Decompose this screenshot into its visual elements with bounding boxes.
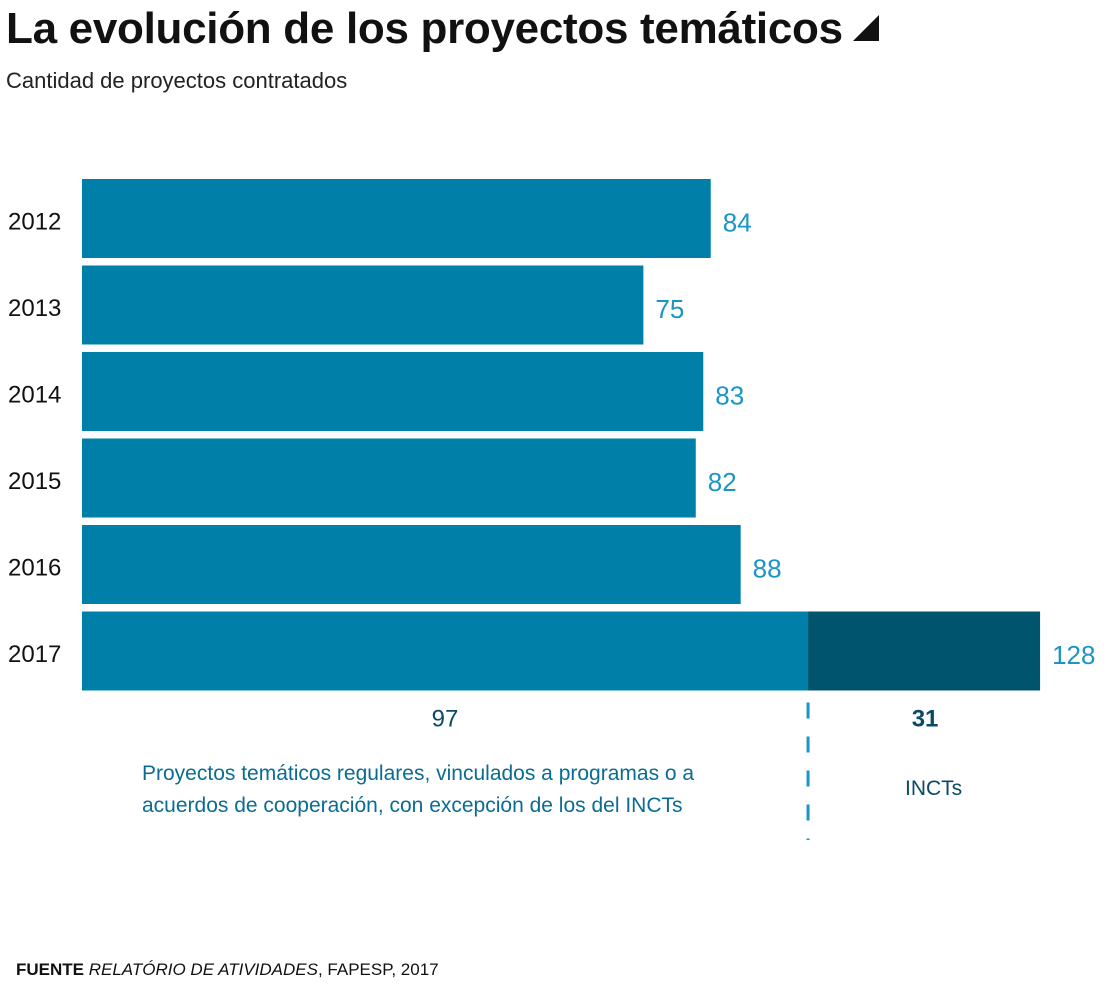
- total-value-label: 82: [708, 467, 737, 497]
- bar-chart: 2012 84 2013 75 2014 83 2015 82 2016 88 2017 128 97 3…: [8, 179, 1095, 840]
- year-label: 2017: [8, 641, 61, 668]
- bar-incts: [808, 611, 1041, 691]
- total-value-label: 84: [723, 208, 752, 238]
- total-value-label: 75: [655, 294, 684, 324]
- total-value-label: 128: [1052, 640, 1095, 670]
- bar-regular: [82, 525, 741, 604]
- year-label: 2014: [8, 382, 61, 409]
- year-label: 2015: [8, 468, 61, 495]
- source-title: RELATÓRIO DE ATIVIDADES: [88, 960, 318, 979]
- source-label: FUENTE: [16, 960, 84, 979]
- bar-regular: [82, 352, 704, 431]
- bar-regular: [82, 611, 809, 691]
- regular-segment-label: 97: [432, 706, 459, 733]
- year-label: 2013: [8, 295, 61, 322]
- total-value-label: 83: [715, 381, 744, 411]
- chart-subtitle: Cantidad de proyectos contratados: [6, 68, 348, 93]
- triangle-corner-icon: [852, 15, 879, 41]
- incts-segment-label: 31: [912, 706, 939, 733]
- chart-title: La evolución de los proyectos temáticos: [6, 4, 879, 54]
- bar-regular: [82, 265, 644, 345]
- bar-regular: [82, 179, 711, 258]
- year-label: 2012: [8, 209, 61, 236]
- year-label: 2016: [8, 555, 61, 582]
- source-note: FUENTE RELATÓRIO DE ATIVIDADES, FAPESP, …: [16, 960, 439, 980]
- bar-regular: [82, 438, 696, 518]
- regular-projects-note: Proyectos temáticos regulares, vinculado…: [142, 762, 695, 817]
- total-value-label: 88: [753, 554, 782, 584]
- incts-note: INCTs: [905, 777, 963, 800]
- chart-title-text: La evolución de los proyectos temáticos: [6, 4, 843, 53]
- source-rest: , FAPESP, 2017: [317, 960, 439, 979]
